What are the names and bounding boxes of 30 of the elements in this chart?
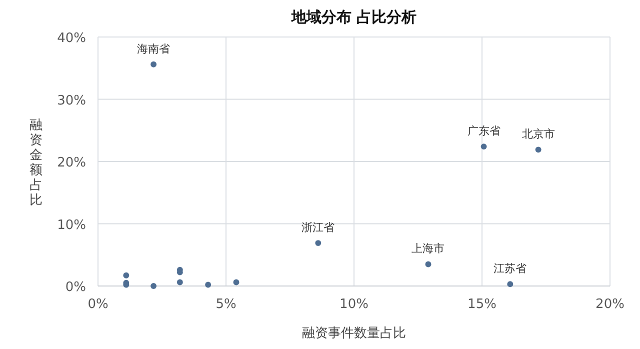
y-tick-label: 0% xyxy=(65,280,86,295)
x-axis-title: 融资事件数量占比 xyxy=(302,326,406,341)
annotation: 北京市 xyxy=(522,128,555,141)
x-tick-label: 5% xyxy=(216,297,236,312)
y-tick-label: 20% xyxy=(57,156,86,170)
point xyxy=(507,281,514,288)
point xyxy=(233,279,240,286)
point xyxy=(425,261,432,268)
x-tick-label: 10% xyxy=(340,297,368,312)
y-tick-label: 10% xyxy=(57,218,86,233)
point xyxy=(123,272,130,278)
annotation: 浙江省 xyxy=(302,221,335,234)
y-tick-label: 40% xyxy=(57,31,86,46)
point xyxy=(176,279,183,286)
annotation: 海南省 xyxy=(137,42,170,56)
x-tick-label: 0% xyxy=(88,297,108,312)
chart-title: 地域分布 占比分析 xyxy=(290,8,417,26)
point xyxy=(480,144,487,150)
y-axis-title: 融资金额占比 xyxy=(30,118,42,208)
x-tick-label: 20% xyxy=(596,297,624,312)
point xyxy=(315,240,322,246)
point xyxy=(150,61,157,68)
y-tick-label: 30% xyxy=(57,93,86,108)
point xyxy=(205,282,212,288)
annotation: 广东省 xyxy=(467,124,500,138)
annotation: 上海市 xyxy=(412,242,445,256)
x-tick-label: 15% xyxy=(468,297,496,312)
point xyxy=(535,146,542,153)
point xyxy=(150,283,157,289)
annotation: 江苏省 xyxy=(494,262,527,276)
